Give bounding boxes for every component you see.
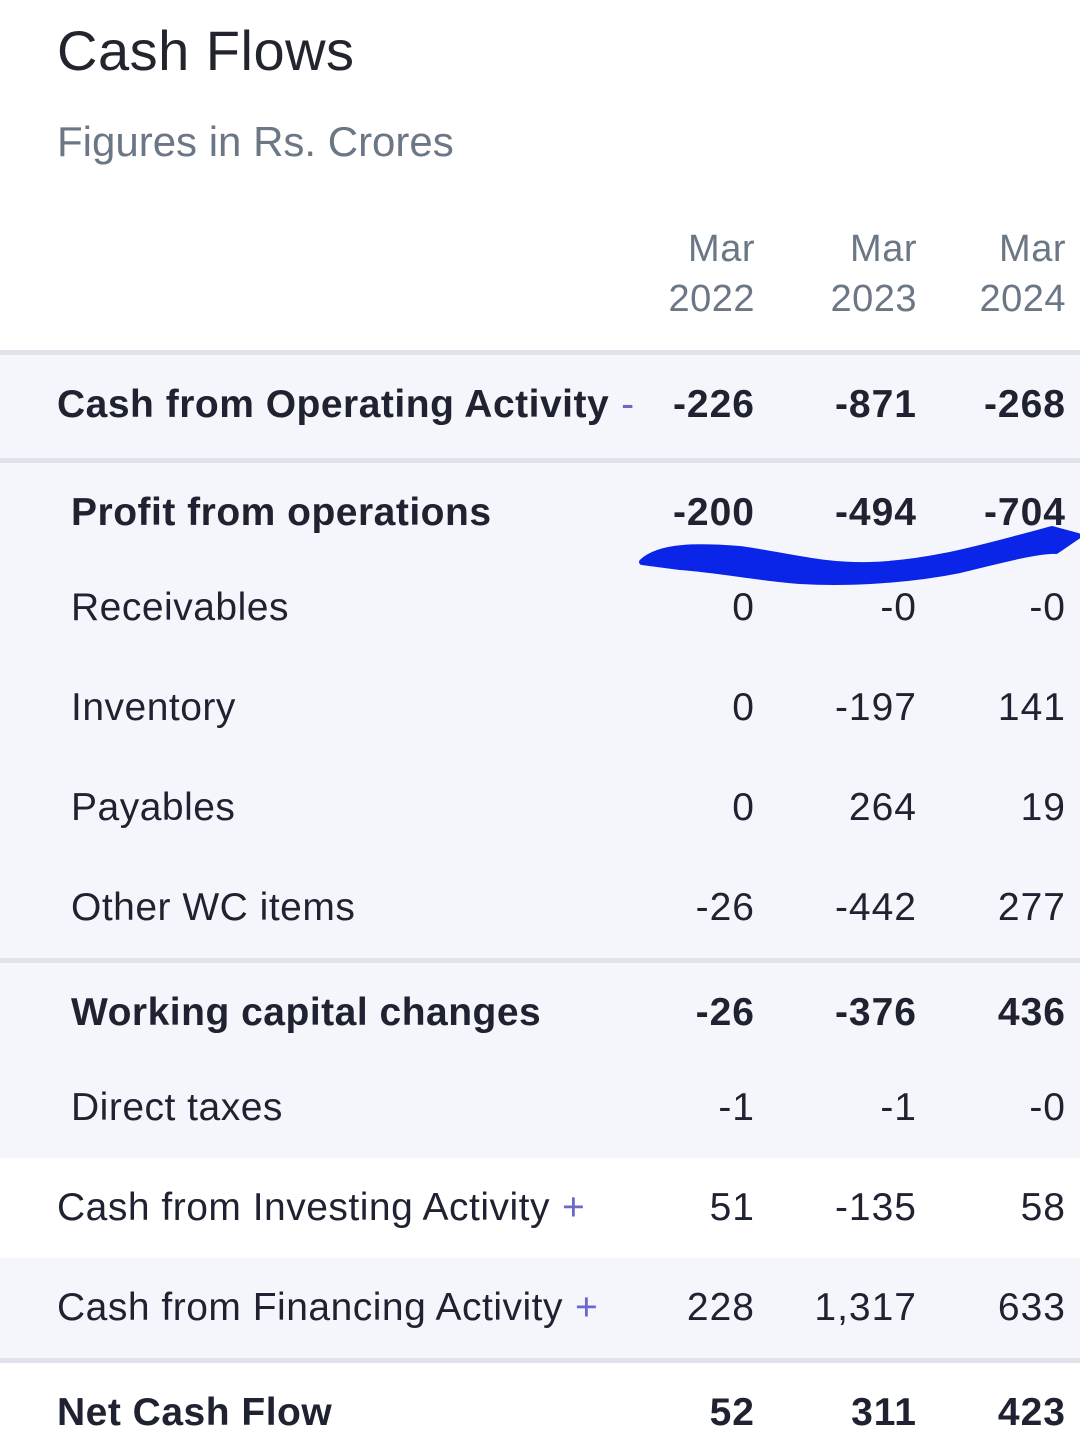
row-label: Inventory: [71, 686, 236, 729]
cell-mar-2022: 51: [709, 1186, 755, 1229]
column-header-row: Mar 2022 Mar 2023 Mar 2024: [0, 222, 1080, 350]
cell-mar-2022: -226: [672, 383, 755, 426]
row-label: Cash from Operating Activity -: [57, 383, 635, 426]
cell-mar-2024: -0: [1029, 586, 1066, 629]
table-row-receivables: Receivables 0 -0 -0: [0, 558, 1080, 658]
row-label: Working capital changes: [71, 991, 542, 1034]
cell-mar-2024: 633: [997, 1286, 1066, 1329]
cell-mar-2023: -1: [880, 1086, 917, 1129]
cell-mar-2023: -135: [834, 1186, 917, 1229]
table-row-working-capital-changes: Working capital changes -26 -376 436: [0, 958, 1080, 1058]
cell-mar-2023: -376: [834, 991, 917, 1034]
row-label: Payables: [71, 786, 236, 829]
column-header-mar-2022: Mar 2022: [668, 224, 755, 324]
cell-mar-2023: -197: [834, 686, 917, 729]
cell-mar-2022: 0: [732, 586, 755, 629]
cell-mar-2024: -268: [983, 383, 1066, 426]
column-header-year: 2022: [668, 278, 755, 320]
row-label: Direct taxes: [71, 1086, 283, 1129]
table-row-investing-activity[interactable]: Cash from Investing Activity + 51 -135 58: [0, 1158, 1080, 1258]
column-header-year: 2023: [830, 278, 917, 320]
cell-mar-2023: 1,317: [814, 1286, 917, 1329]
column-header-month: Mar: [999, 228, 1066, 270]
expand-toggle[interactable]: +: [575, 1286, 599, 1329]
row-label: Receivables: [71, 586, 289, 629]
cell-mar-2024: -0: [1029, 1086, 1066, 1129]
table-row-net-cash-flow: Net Cash Flow 52 311 423: [0, 1358, 1080, 1446]
cell-mar-2022: -200: [672, 491, 755, 534]
cell-mar-2022: 228: [686, 1286, 755, 1329]
collapse-toggle[interactable]: -: [621, 383, 635, 426]
cash-flow-table: Mar 2022 Mar 2023 Mar 2024 Cash from Ope…: [0, 222, 1080, 1446]
cell-mar-2022: 0: [732, 686, 755, 729]
cell-mar-2024: 19: [1020, 786, 1066, 829]
table-row-operating-activity[interactable]: Cash from Operating Activity - -226 -871 …: [0, 350, 1080, 458]
expand-toggle[interactable]: +: [562, 1186, 586, 1229]
row-label: Profit from operations: [71, 491, 492, 534]
table-row-direct-taxes: Direct taxes -1 -1 -0: [0, 1058, 1080, 1158]
cell-mar-2022: -26: [695, 886, 755, 929]
cell-mar-2022: -1: [718, 1086, 755, 1129]
row-label: Other WC items: [71, 886, 356, 929]
table-row-inventory: Inventory 0 -197 141: [0, 658, 1080, 758]
cell-mar-2023: -494: [834, 491, 917, 534]
cell-mar-2022: 52: [709, 1391, 755, 1434]
table-row-payables: Payables 0 264 19: [0, 758, 1080, 858]
cell-mar-2024: 141: [997, 686, 1066, 729]
cell-mar-2024: -704: [983, 491, 1066, 534]
cell-mar-2024: 277: [997, 886, 1066, 929]
table-row-profit-from-operations: Profit from operations -200 -494 -704: [0, 458, 1080, 558]
column-header-month: Mar: [850, 228, 917, 270]
cell-mar-2023: -0: [880, 586, 917, 629]
row-label: Cash from Financing Activity +: [57, 1286, 599, 1329]
table-row-financing-activity[interactable]: Cash from Financing Activity + 228 1,317 …: [0, 1258, 1080, 1358]
column-header-mar-2024: Mar 2024: [979, 224, 1066, 324]
page-subtitle: Figures in Rs. Crores: [57, 118, 454, 165]
cell-mar-2024: 436: [997, 991, 1066, 1034]
cell-mar-2023: 311: [851, 1391, 917, 1434]
row-label: Net Cash Flow: [57, 1391, 333, 1434]
cell-mar-2023: -871: [834, 383, 917, 426]
column-header-mar-2023: Mar 2023: [830, 224, 917, 324]
cell-mar-2023: 264: [848, 786, 917, 829]
column-header-year: 2024: [979, 278, 1066, 320]
cell-mar-2022: -26: [695, 991, 755, 1034]
cell-mar-2024: 423: [997, 1391, 1066, 1434]
cell-mar-2022: 0: [732, 786, 755, 829]
table-row-other-wc-items: Other WC items -26 -442 277: [0, 858, 1080, 958]
row-label: Cash from Investing Activity +: [57, 1186, 586, 1229]
page-title: Cash Flows: [57, 19, 355, 82]
cell-mar-2023: -442: [834, 886, 917, 929]
cell-mar-2024: 58: [1020, 1186, 1066, 1229]
column-header-month: Mar: [688, 228, 755, 270]
